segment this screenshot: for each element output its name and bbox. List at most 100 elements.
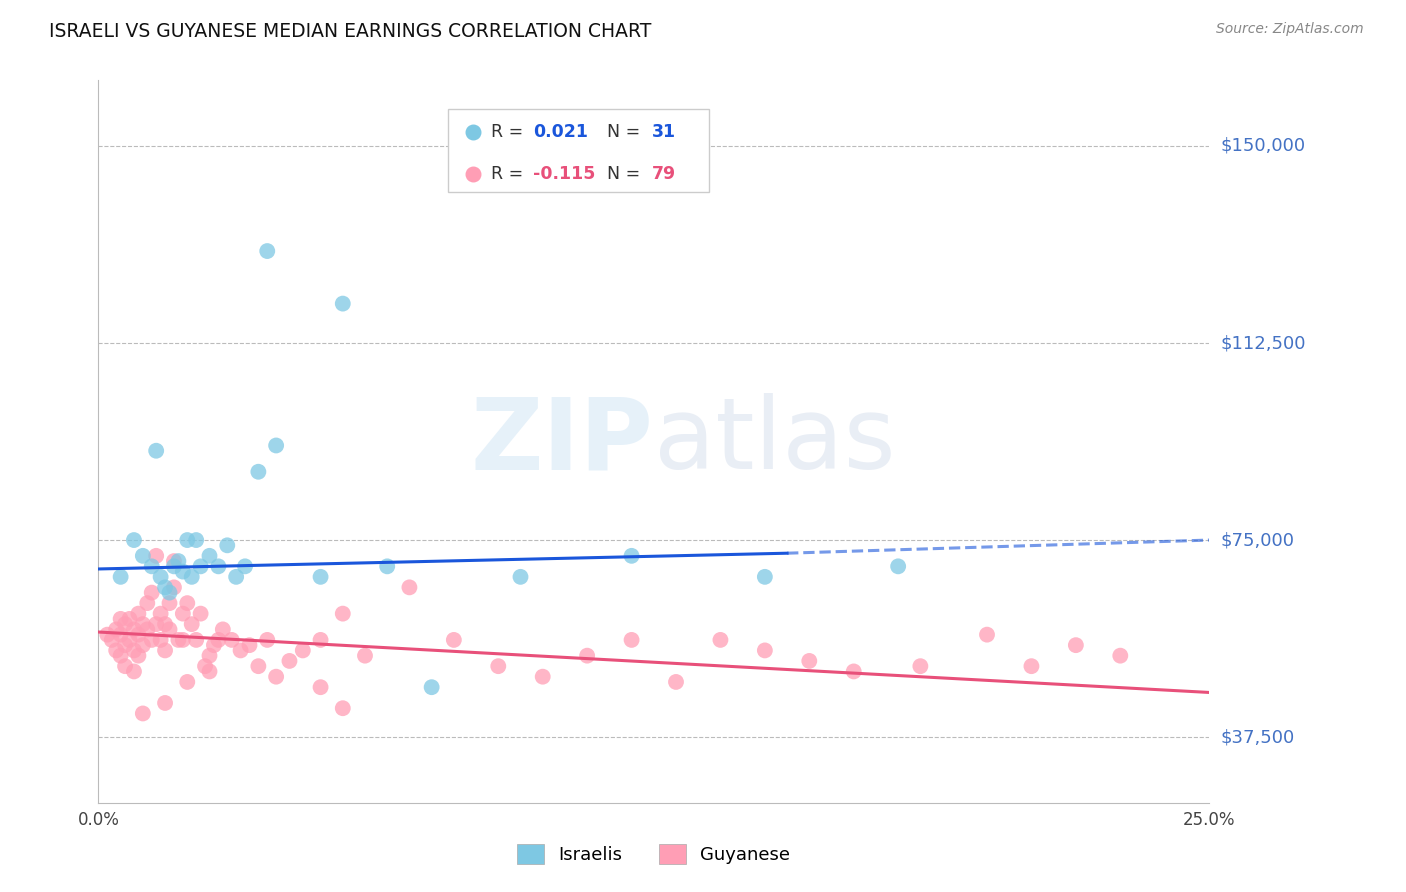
Point — [141, 585, 163, 599]
Point — [190, 559, 212, 574]
Point — [96, 627, 118, 641]
Point — [264, 670, 287, 684]
Point — [198, 665, 221, 679]
Text: R =: R = — [491, 123, 529, 142]
FancyBboxPatch shape — [449, 109, 710, 193]
Text: $75,000: $75,000 — [1220, 531, 1295, 549]
Point — [211, 623, 233, 637]
Point — [122, 533, 145, 547]
Point — [190, 607, 212, 621]
Text: $37,500: $37,500 — [1220, 728, 1295, 746]
Point — [291, 643, 314, 657]
Point — [531, 670, 554, 684]
Text: N =: N = — [596, 165, 645, 183]
Text: -0.115: -0.115 — [533, 165, 595, 183]
Point — [145, 617, 167, 632]
Text: Source: ZipAtlas.com: Source: ZipAtlas.com — [1216, 22, 1364, 37]
Point — [159, 623, 181, 637]
Point — [163, 559, 186, 574]
Point — [100, 632, 122, 647]
Point — [132, 617, 155, 632]
Point — [132, 638, 155, 652]
Point — [176, 596, 198, 610]
Point — [153, 696, 176, 710]
Point — [842, 665, 865, 679]
Point — [256, 244, 278, 258]
Point — [145, 549, 167, 563]
Point — [127, 648, 149, 663]
Point — [186, 632, 208, 647]
Point — [132, 549, 155, 563]
Point — [149, 607, 172, 621]
Text: N =: N = — [596, 123, 645, 142]
Point — [180, 617, 202, 632]
Point — [153, 643, 176, 657]
Point — [136, 596, 159, 610]
Point — [122, 665, 145, 679]
Point — [114, 659, 136, 673]
Point — [754, 643, 776, 657]
Point — [256, 632, 278, 647]
Point — [149, 570, 172, 584]
Text: atlas: atlas — [654, 393, 896, 490]
Point — [141, 632, 163, 647]
Point — [217, 538, 239, 552]
Point — [110, 627, 132, 641]
Point — [398, 580, 420, 594]
Point — [443, 632, 465, 647]
Point — [172, 607, 194, 621]
Point — [620, 632, 643, 647]
Point — [754, 570, 776, 584]
Text: R =: R = — [491, 165, 529, 183]
Point — [132, 706, 155, 721]
Point — [198, 648, 221, 663]
Point — [136, 623, 159, 637]
Point — [110, 648, 132, 663]
Point — [1064, 638, 1087, 652]
Point — [172, 632, 194, 647]
Point — [180, 570, 202, 584]
Point — [176, 675, 198, 690]
Text: $150,000: $150,000 — [1220, 137, 1305, 155]
Point — [309, 680, 332, 694]
Point — [110, 570, 132, 584]
Point — [127, 627, 149, 641]
Point — [118, 632, 141, 647]
Point — [207, 559, 229, 574]
Point — [509, 570, 531, 584]
Point — [198, 549, 221, 563]
Point — [159, 596, 181, 610]
Text: 79: 79 — [651, 165, 676, 183]
Point — [159, 585, 181, 599]
Point — [194, 659, 217, 673]
Point — [620, 549, 643, 563]
Point — [238, 638, 260, 652]
Point — [709, 632, 731, 647]
Point — [264, 438, 287, 452]
Text: $112,500: $112,500 — [1220, 334, 1306, 352]
Point — [221, 632, 243, 647]
Point — [145, 443, 167, 458]
Point — [1021, 659, 1043, 673]
Point — [332, 296, 354, 310]
Legend: Israelis, Guyanese: Israelis, Guyanese — [508, 835, 800, 873]
Text: 31: 31 — [651, 123, 676, 142]
Point — [114, 617, 136, 632]
Text: 0.021: 0.021 — [533, 123, 588, 142]
Point — [167, 632, 190, 647]
Point — [153, 617, 176, 632]
Point — [1109, 648, 1132, 663]
Text: ISRAELI VS GUYANESE MEDIAN EARNINGS CORRELATION CHART: ISRAELI VS GUYANESE MEDIAN EARNINGS CORR… — [49, 22, 651, 41]
Point — [332, 701, 354, 715]
Point — [202, 638, 225, 652]
Point — [153, 580, 176, 594]
Point — [910, 659, 932, 673]
Point — [163, 554, 186, 568]
Point — [141, 559, 163, 574]
Point — [122, 643, 145, 657]
Point — [233, 559, 256, 574]
Point — [887, 559, 910, 574]
Point — [665, 675, 688, 690]
Point — [278, 654, 301, 668]
Point — [976, 627, 998, 641]
